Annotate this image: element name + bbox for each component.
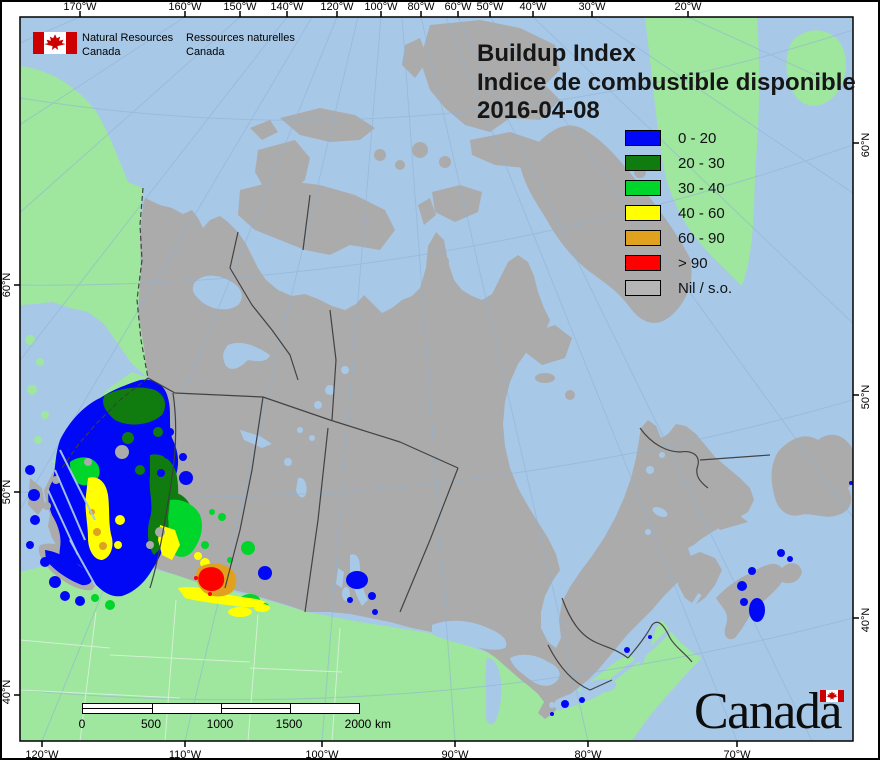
axis-label-right-2: 40°N [860, 608, 872, 633]
legend-label: Nil / s.o. [678, 279, 733, 297]
dept-name-fr: Ressources naturelles Canada [186, 31, 295, 59]
axis-label-top-2: 150°W [223, 1, 257, 13]
legend-item: > 90 [625, 254, 732, 272]
dept-name-fr-line1: Ressources naturelles [186, 32, 295, 44]
legend-label: 0 - 20 [678, 129, 717, 147]
axis-label-top-0: 170°W [63, 1, 97, 13]
region-greenland [645, 17, 846, 286]
legend-item: 40 - 60 [625, 204, 732, 222]
legend-label: 40 - 60 [678, 204, 725, 222]
bui-patches [25, 379, 853, 716]
political-borders [61, 187, 771, 691]
scale-label-500: 500 [140, 717, 162, 731]
axis-label-top-6: 80°W [407, 1, 435, 13]
map-title-date: 2016-04-08 [477, 97, 600, 124]
legend-swatch-60-90 [625, 230, 661, 246]
axis-label-left-0: 60°N [1, 273, 13, 298]
scale-label-2000: 2000 [344, 717, 372, 731]
region-usa [20, 560, 702, 741]
map-layers [20, 17, 853, 741]
axis-label-bottom-3: 90°W [441, 749, 469, 760]
scale-label-1000: 1000 [206, 717, 234, 731]
legend-swatch-nil [625, 280, 661, 296]
wordmark-text: Canada [694, 683, 842, 740]
dept-name-fr-line2: Canada [186, 46, 225, 58]
legend-item: 60 - 90 [625, 229, 732, 247]
axis-label-bottom-0: 120°W [25, 749, 59, 760]
axis-label-right-0: 60°N [860, 133, 872, 158]
axis-ticks [14, 11, 859, 747]
legend-swatch-30-40 [625, 180, 661, 196]
region-arctic-islands [238, 20, 692, 400]
axis-label-top-4: 120°W [320, 1, 354, 13]
scale-unit: km [375, 717, 391, 731]
dept-name-en-line1: Natural Resources [82, 32, 174, 44]
legend-label: 60 - 90 [678, 229, 725, 247]
axis-label-left-1: 50°N [1, 480, 13, 505]
map-frame [19, 16, 854, 742]
legend-item: Nil / s.o. [625, 279, 733, 297]
axis-label-top-8: 50°W [476, 1, 504, 13]
scale-label-1500: 1500 [275, 717, 303, 731]
dept-name-en: Natural Resources Canada [82, 31, 173, 59]
scale-bar: 0 500 1000 1500 2000 km [78, 703, 392, 731]
axis-label-bottom-2: 100°W [305, 749, 339, 760]
legend-item: 0 - 20 [625, 129, 732, 147]
axis-label-left-2: 40°N [1, 680, 13, 705]
map-title: Buildup Index Indice de combustible disp… [477, 40, 856, 126]
legend-label: 30 - 40 [678, 179, 725, 197]
map-title-en: Buildup Index [477, 40, 636, 67]
axis-label-top-3: 140°W [270, 1, 304, 13]
canada-wordmark: Canada [694, 686, 841, 738]
scale-label-0: 0 [78, 717, 86, 731]
map-title-fr: Indice de combustible disponible [477, 68, 856, 96]
axis-label-right-1: 50°N [860, 385, 872, 410]
canada-flag-icon [33, 32, 77, 54]
axis-label-top-11: 20°W [674, 1, 702, 13]
axis-label-bottom-5: 70°W [723, 749, 751, 760]
dept-name-en-line2: Canada [82, 46, 121, 58]
scale-bar-graphic [82, 703, 360, 714]
axis-label-bottom-4: 80°W [574, 749, 602, 760]
axis-label-top-9: 40°W [519, 1, 547, 13]
legend-item: 30 - 40 [625, 179, 732, 197]
axis-label-bottom-1: 110°W [169, 749, 202, 760]
scale-bar-labels: 0 500 1000 1500 2000 km [78, 717, 392, 731]
gulf-st-lawrence [688, 500, 800, 568]
axis-label-top-1: 160°W [168, 1, 202, 13]
axis-label-top-10: 30°W [578, 1, 606, 13]
legend-swatch-20-30 [625, 155, 661, 171]
legend-swatch-0-20 [625, 130, 661, 146]
legend-item: 20 - 30 [625, 154, 732, 172]
legend-swatch-40-60 [625, 205, 661, 221]
region-canada-mainland [44, 198, 754, 719]
axis-label-top-7: 60°W [444, 1, 472, 13]
wordmark-flag-icon [820, 690, 844, 702]
legend-label: 20 - 30 [678, 154, 725, 172]
legend-swatch-gt90 [625, 255, 661, 271]
us-state-lines [20, 599, 343, 741]
axis-label-top-5: 100°W [364, 1, 398, 13]
legend: 0 - 20 20 - 30 30 - 40 40 - 60 60 - 90 >… [625, 129, 733, 306]
legend-label: > 90 [678, 254, 708, 272]
